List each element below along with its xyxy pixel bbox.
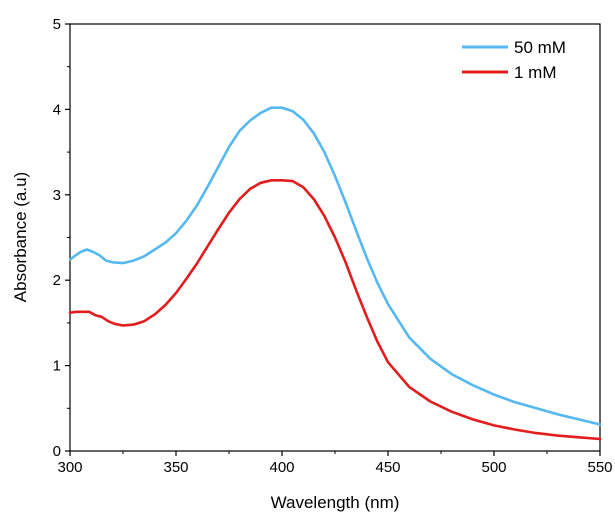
- x-tick-label: 500: [481, 459, 506, 476]
- x-tick-label: 550: [587, 459, 612, 476]
- x-tick-label: 350: [163, 459, 188, 476]
- series-layer: [68, 106, 602, 441]
- legend-label-1mm: 1 mM: [514, 63, 557, 82]
- legend: 50 mM 1 mM: [462, 38, 566, 82]
- y-axis-ticks: 0 1 2 3 4 5: [53, 16, 70, 460]
- x-axis-ticks: 300 350 400 450 500 550: [57, 451, 613, 476]
- y-tick-label: 2: [53, 272, 61, 289]
- x-tick-label: 450: [375, 459, 400, 476]
- legend-label-50mm: 50 mM: [514, 38, 566, 57]
- series-line-50-mm: [68, 106, 602, 426]
- x-tick-label: 400: [269, 459, 294, 476]
- y-tick-label: 4: [53, 101, 61, 118]
- x-axis-title: Wavelength (nm): [271, 493, 400, 512]
- y-tick-label: 3: [53, 187, 61, 204]
- y-tick-label: 1: [53, 358, 61, 375]
- series-line-1-mm: [68, 179, 602, 441]
- y-tick-label: 0: [53, 443, 61, 460]
- x-tick-label: 300: [57, 459, 82, 476]
- y-axis-title: Absorbance (a.u): [11, 172, 30, 302]
- y-tick-label: 5: [53, 16, 61, 33]
